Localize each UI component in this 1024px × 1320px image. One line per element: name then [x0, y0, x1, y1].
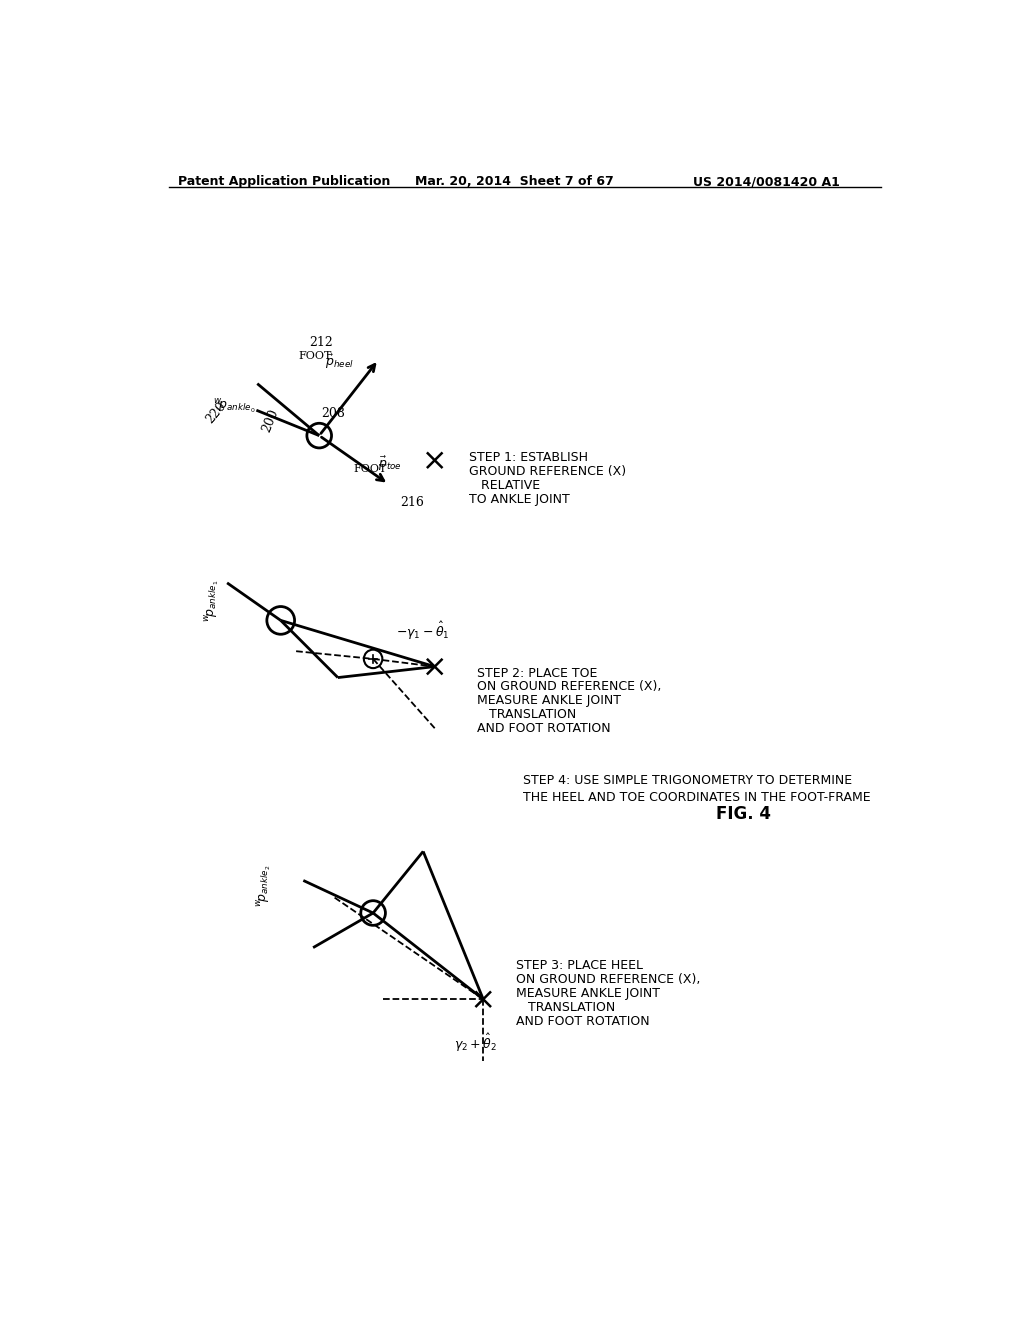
- Text: $-\gamma_1 - \hat{\theta}_1$: $-\gamma_1 - \hat{\theta}_1$: [396, 620, 450, 643]
- Text: STEP 3: PLACE HEEL: STEP 3: PLACE HEEL: [515, 960, 643, 973]
- Text: Patent Application Publication: Patent Application Publication: [178, 176, 391, 189]
- Text: ON GROUND REFERENCE (X),: ON GROUND REFERENCE (X),: [477, 681, 662, 693]
- Text: TRANSLATION: TRANSLATION: [477, 708, 577, 721]
- Text: $\gamma_2 + \hat{\theta}_2$: $\gamma_2 + \hat{\theta}_2$: [454, 1032, 497, 1055]
- Text: RELATIVE: RELATIVE: [469, 479, 541, 492]
- Text: 208: 208: [322, 407, 345, 420]
- Text: AND FOOT ROTATION: AND FOOT ROTATION: [477, 722, 610, 735]
- Text: FIG. 4: FIG. 4: [716, 805, 771, 824]
- Text: MEASURE ANKLE JOINT: MEASURE ANKLE JOINT: [515, 987, 659, 1001]
- Text: 200: 200: [260, 407, 281, 434]
- Text: MEASURE ANKLE JOINT: MEASURE ANKLE JOINT: [477, 694, 622, 708]
- Text: TO ANKLE JOINT: TO ANKLE JOINT: [469, 492, 570, 506]
- Text: US 2014/0081420 A1: US 2014/0081420 A1: [692, 176, 840, 189]
- Text: STEP 4: USE SIMPLE TRIGONOMETRY TO DETERMINE
THE HEEL AND TOE COORDINATES IN THE: STEP 4: USE SIMPLE TRIGONOMETRY TO DETER…: [523, 775, 870, 804]
- Text: 216: 216: [400, 496, 424, 508]
- Text: STEP 2: PLACE TOE: STEP 2: PLACE TOE: [477, 667, 597, 680]
- Text: FOOT: FOOT: [353, 465, 386, 474]
- Text: 220: 220: [204, 399, 229, 426]
- Text: TRANSLATION: TRANSLATION: [515, 1001, 614, 1014]
- Text: STEP 1: ESTABLISH: STEP 1: ESTABLISH: [469, 451, 589, 465]
- Text: $^w\!p_{ankle_2}$: $^w\!p_{ankle_2}$: [255, 865, 273, 907]
- Text: $\vec{p}_{toe}$: $\vec{p}_{toe}$: [379, 454, 402, 473]
- Text: AND FOOT ROTATION: AND FOOT ROTATION: [515, 1015, 649, 1028]
- Text: $\vec{p}_{heel}$: $\vec{p}_{heel}$: [325, 352, 353, 371]
- Text: 212: 212: [309, 335, 333, 348]
- Text: Mar. 20, 2014  Sheet 7 of 67: Mar. 20, 2014 Sheet 7 of 67: [416, 176, 614, 189]
- Text: $^w\!p_{ankle_1}$: $^w\!p_{ankle_1}$: [204, 579, 221, 623]
- Text: FOOT: FOOT: [298, 351, 332, 360]
- Text: ON GROUND REFERENCE (X),: ON GROUND REFERENCE (X),: [515, 973, 700, 986]
- Text: GROUND REFERENCE (X): GROUND REFERENCE (X): [469, 465, 627, 478]
- Text: $^w\!p_{ankle_0}$: $^w\!p_{ankle_0}$: [213, 397, 255, 414]
